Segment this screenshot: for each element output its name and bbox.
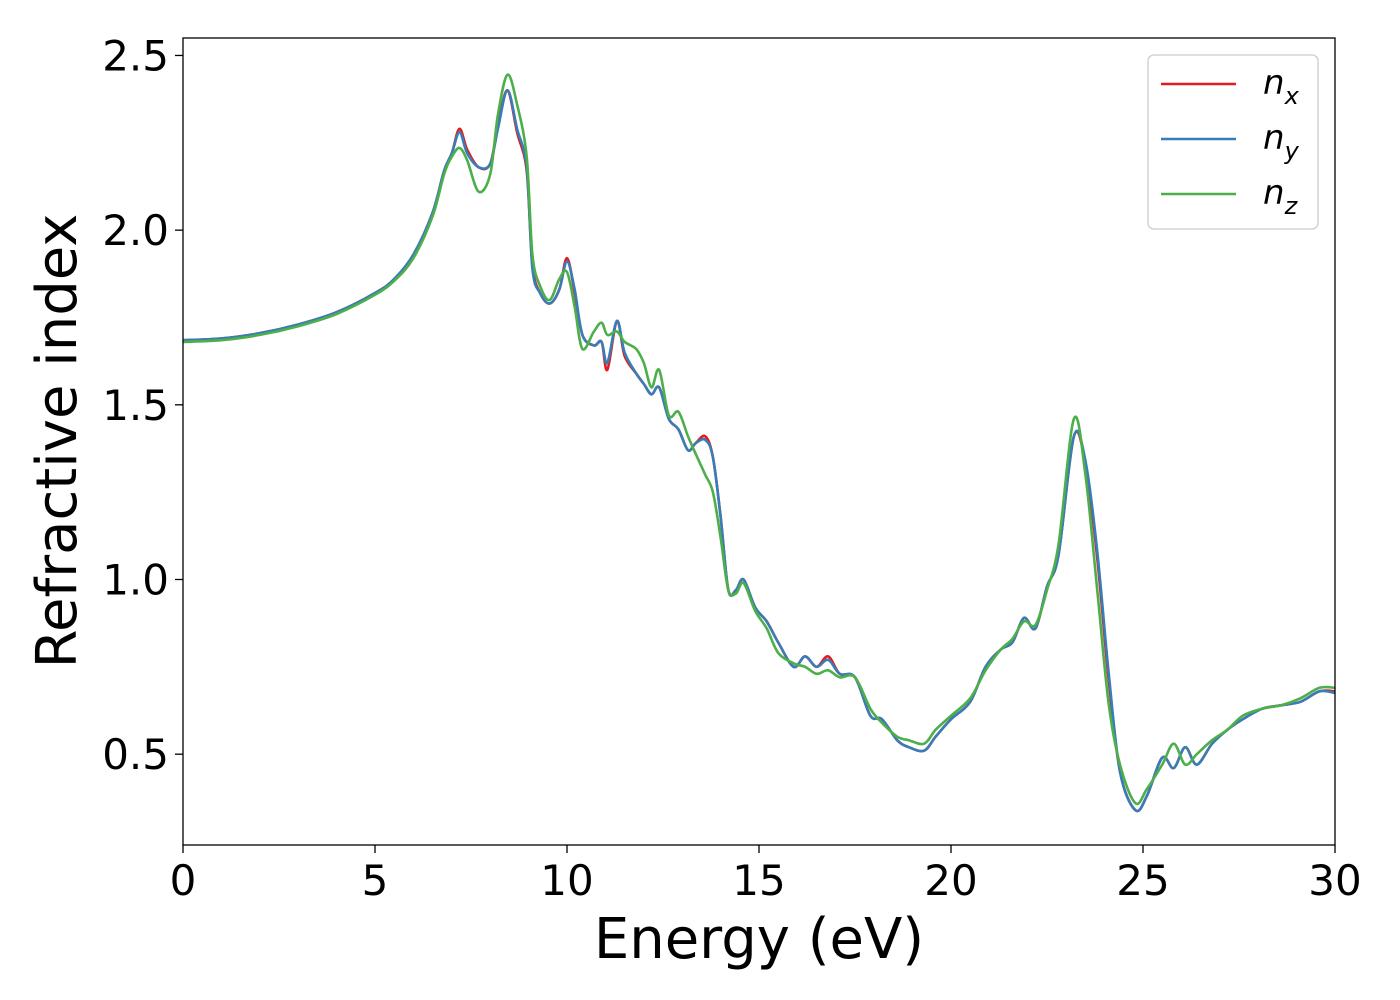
legend-label-ny: ny <box>1263 118 1300 165</box>
y-axis: 0.5 1.0 1.5 2.0 2.5 <box>102 31 183 779</box>
y-tick-label: 2.5 <box>102 31 169 80</box>
x-axis: 0 5 10 15 20 25 30 <box>170 845 1362 905</box>
x-tick-label: 20 <box>924 856 977 905</box>
y-tick-label: 0.5 <box>102 730 169 779</box>
y-axis-title: Refractive index <box>25 214 90 669</box>
series-line-nz <box>182 73 1336 806</box>
x-tick-label: 15 <box>732 856 785 905</box>
x-axis-title: Energy (eV) <box>594 907 924 972</box>
y-tick-label: 1.5 <box>102 381 169 430</box>
x-tick-label: 30 <box>1308 856 1361 905</box>
legend: nx ny nz <box>1147 54 1319 230</box>
y-tick-label: 2.0 <box>102 206 169 255</box>
x-tick-label: 25 <box>1116 856 1169 905</box>
legend-label-nz: nz <box>1263 173 1299 220</box>
plot-area <box>183 38 1335 845</box>
legend-label-nx: nx <box>1263 63 1300 110</box>
legend-box <box>1147 54 1319 230</box>
x-tick-label: 5 <box>362 856 389 905</box>
series-layer <box>182 73 1336 813</box>
y-tick-label: 1.0 <box>102 555 169 604</box>
x-tick-label: 0 <box>170 856 197 905</box>
x-tick-label: 10 <box>540 856 593 905</box>
